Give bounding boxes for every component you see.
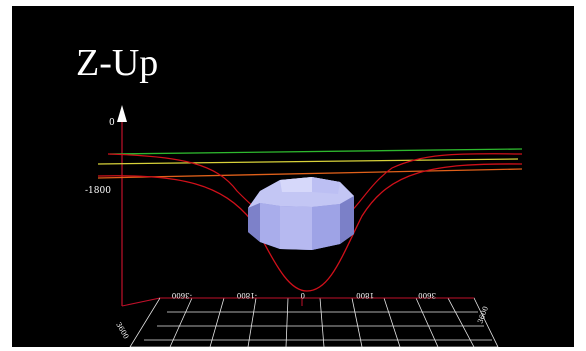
corner-label-left: 3600 xyxy=(114,321,130,340)
x-tick-m1800: -1800 xyxy=(237,291,257,299)
viewport[interactable]: 0 -1800 -3600 -1800 0 1800 3600 xyxy=(12,6,574,347)
z-axis-arrow-icon xyxy=(117,105,127,122)
green-line xyxy=(109,148,523,155)
red-curve-deep xyxy=(97,163,523,292)
x-tick-1800: 1800 xyxy=(356,291,374,299)
z-tick-0: 0 xyxy=(109,118,115,128)
x-tick-0: 0 xyxy=(301,291,305,299)
floor-grid xyxy=(129,297,499,347)
yellow-line xyxy=(97,158,519,165)
orange-line xyxy=(97,168,523,179)
x-tick-3600: 3600 xyxy=(418,291,436,299)
x-tick-m3600: -3600 xyxy=(172,291,192,299)
z-tick-1800: -1800 xyxy=(85,186,111,196)
dome-object xyxy=(248,177,354,250)
corner-label-right: 3600 xyxy=(476,305,490,324)
base-edge xyxy=(121,297,161,307)
page-title: Z-Up xyxy=(76,42,159,84)
3d-scene: 0 -1800 -3600 -1800 0 1800 3600 xyxy=(85,105,523,347)
